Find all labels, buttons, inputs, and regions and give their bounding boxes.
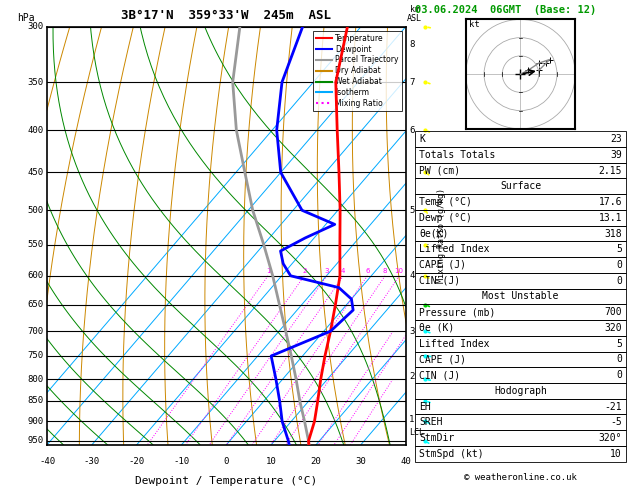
Text: km
ASL: km ASL xyxy=(407,4,422,22)
Text: Hodograph: Hodograph xyxy=(494,386,547,396)
Text: PW (cm): PW (cm) xyxy=(419,166,460,175)
Text: 8: 8 xyxy=(383,268,387,274)
Text: LCL: LCL xyxy=(409,428,425,437)
Text: 39: 39 xyxy=(610,150,622,160)
Text: 320°: 320° xyxy=(599,433,622,443)
Text: 6: 6 xyxy=(409,125,415,135)
Text: 3: 3 xyxy=(409,327,415,336)
Text: 03.06.2024  06GMT  (Base: 12): 03.06.2024 06GMT (Base: 12) xyxy=(415,5,596,15)
Text: Pressure (mb): Pressure (mb) xyxy=(419,307,495,317)
Text: Lifted Index: Lifted Index xyxy=(419,339,489,348)
Text: 550: 550 xyxy=(28,240,43,249)
Text: 5: 5 xyxy=(616,244,622,254)
Text: StmSpd (kt): StmSpd (kt) xyxy=(419,449,484,459)
Text: 450: 450 xyxy=(28,168,43,177)
Text: 350: 350 xyxy=(28,78,43,87)
Text: 6: 6 xyxy=(365,268,370,274)
Text: hPa: hPa xyxy=(17,13,35,22)
Text: 0: 0 xyxy=(616,276,622,286)
Text: Temp (°C): Temp (°C) xyxy=(419,197,472,207)
Text: 0: 0 xyxy=(616,260,622,270)
Text: CAPE (J): CAPE (J) xyxy=(419,260,466,270)
Text: 300: 300 xyxy=(28,22,43,31)
Text: 0: 0 xyxy=(616,354,622,364)
Text: 320: 320 xyxy=(604,323,622,333)
Text: Mixing Ratio (g/kg): Mixing Ratio (g/kg) xyxy=(437,188,446,283)
Text: 20: 20 xyxy=(311,457,321,466)
Text: 23: 23 xyxy=(610,134,622,144)
Text: EH: EH xyxy=(419,401,431,412)
Text: 1: 1 xyxy=(409,415,415,424)
Text: 1: 1 xyxy=(265,268,270,274)
Text: -30: -30 xyxy=(84,457,100,466)
Legend: Temperature, Dewpoint, Parcel Trajectory, Dry Adiabat, Wet Adiabat, Isotherm, Mi: Temperature, Dewpoint, Parcel Trajectory… xyxy=(313,31,402,111)
Text: 2.15: 2.15 xyxy=(599,166,622,175)
Text: 950: 950 xyxy=(28,436,43,446)
Text: Totals Totals: Totals Totals xyxy=(419,150,495,160)
Text: 8: 8 xyxy=(409,40,415,49)
Text: 3B°17'N  359°33'W  245m  ASL: 3B°17'N 359°33'W 245m ASL xyxy=(121,9,331,22)
Text: Surface: Surface xyxy=(500,181,541,191)
Text: 7: 7 xyxy=(409,78,415,87)
Text: 400: 400 xyxy=(28,125,43,135)
Text: 0: 0 xyxy=(616,370,622,380)
Text: θe(K): θe(K) xyxy=(419,228,448,239)
Text: 4: 4 xyxy=(341,268,345,274)
Text: StmDir: StmDir xyxy=(419,433,454,443)
Text: 10: 10 xyxy=(610,449,622,459)
Text: 600: 600 xyxy=(28,271,43,280)
Text: 4: 4 xyxy=(409,271,415,280)
Text: SREH: SREH xyxy=(419,417,442,427)
Text: CIN (J): CIN (J) xyxy=(419,370,460,380)
Text: 2: 2 xyxy=(409,372,415,382)
Text: 650: 650 xyxy=(28,300,43,309)
Text: 30: 30 xyxy=(355,457,366,466)
Text: -40: -40 xyxy=(39,457,55,466)
Text: -20: -20 xyxy=(129,457,145,466)
Text: 3: 3 xyxy=(325,268,329,274)
Text: kt: kt xyxy=(469,20,480,29)
Text: Dewpoint / Temperature (°C): Dewpoint / Temperature (°C) xyxy=(135,476,318,486)
Text: Dewp (°C): Dewp (°C) xyxy=(419,213,472,223)
Text: CIN (J): CIN (J) xyxy=(419,276,460,286)
Text: 10: 10 xyxy=(266,457,277,466)
Text: 700: 700 xyxy=(604,307,622,317)
Text: 2: 2 xyxy=(302,268,306,274)
Text: 500: 500 xyxy=(28,206,43,215)
Text: 40: 40 xyxy=(400,457,411,466)
Text: CAPE (J): CAPE (J) xyxy=(419,354,466,364)
Text: Lifted Index: Lifted Index xyxy=(419,244,489,254)
Text: 900: 900 xyxy=(28,417,43,426)
Text: 5: 5 xyxy=(409,206,415,215)
Text: 5: 5 xyxy=(616,339,622,348)
Text: -21: -21 xyxy=(604,401,622,412)
Text: -10: -10 xyxy=(174,457,190,466)
Text: © weatheronline.co.uk: © weatheronline.co.uk xyxy=(464,473,577,482)
Text: 800: 800 xyxy=(28,375,43,383)
Text: 318: 318 xyxy=(604,228,622,239)
Text: 850: 850 xyxy=(28,397,43,405)
Text: K: K xyxy=(419,134,425,144)
Text: 0: 0 xyxy=(224,457,229,466)
Text: 17.6: 17.6 xyxy=(599,197,622,207)
Text: 13.1: 13.1 xyxy=(599,213,622,223)
Text: 700: 700 xyxy=(28,327,43,336)
Text: Most Unstable: Most Unstable xyxy=(482,292,559,301)
Text: 10: 10 xyxy=(395,268,404,274)
Text: -5: -5 xyxy=(610,417,622,427)
Text: 750: 750 xyxy=(28,351,43,361)
Text: θe (K): θe (K) xyxy=(419,323,454,333)
